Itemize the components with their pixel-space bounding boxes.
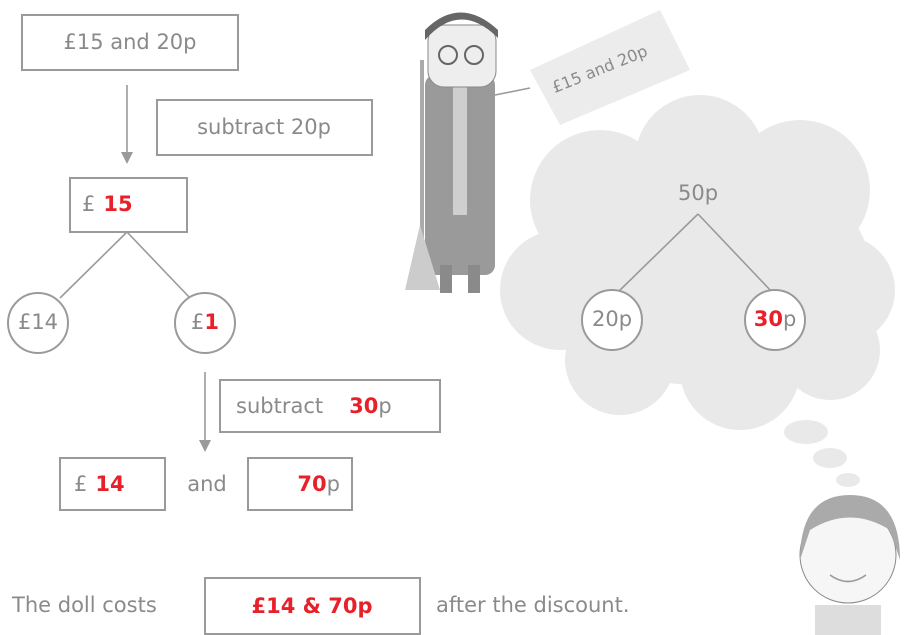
thought-right: 30p bbox=[754, 307, 797, 331]
thought-cloud bbox=[500, 95, 895, 487]
unit: p bbox=[378, 394, 391, 418]
sentence-after: after the discount. bbox=[436, 593, 630, 617]
symbol: £ bbox=[191, 310, 204, 334]
diagram: 50p 20p 30p £15 and 20p £15 and 20p subt… bbox=[0, 0, 906, 635]
joiner: and bbox=[187, 472, 227, 496]
sentence-before: The doll costs bbox=[11, 593, 157, 617]
amount: 30 bbox=[349, 394, 378, 418]
thought-total: 50p bbox=[678, 181, 718, 205]
arrow-head bbox=[199, 440, 211, 452]
unit: p bbox=[783, 307, 796, 331]
step-one: subtract 20p bbox=[197, 115, 331, 139]
step-two: subtract 30p bbox=[236, 394, 392, 418]
word: subtract bbox=[236, 394, 323, 418]
amount: 70 bbox=[297, 472, 326, 496]
split-right: £1 bbox=[191, 310, 219, 334]
answer: £14 & 70p bbox=[251, 594, 372, 618]
symbol: £ bbox=[82, 192, 95, 216]
arrow-head bbox=[121, 152, 133, 164]
symbol: £ bbox=[74, 472, 87, 496]
branch bbox=[60, 232, 127, 298]
amount: 15 bbox=[103, 192, 132, 216]
result-pounds: £14 bbox=[74, 472, 125, 496]
amount: 1 bbox=[204, 310, 219, 334]
amount: 14 bbox=[95, 472, 124, 496]
unit: p bbox=[327, 472, 340, 496]
start-text: £15 and 20p bbox=[64, 30, 197, 54]
result-pence: 70p bbox=[297, 472, 340, 496]
branch bbox=[127, 232, 190, 298]
pounds-text: £15 bbox=[82, 192, 133, 216]
split-left: £14 bbox=[18, 310, 58, 334]
girl-figure bbox=[800, 495, 900, 635]
amount: 30 bbox=[754, 307, 783, 331]
thought-left: 20p bbox=[592, 307, 632, 331]
